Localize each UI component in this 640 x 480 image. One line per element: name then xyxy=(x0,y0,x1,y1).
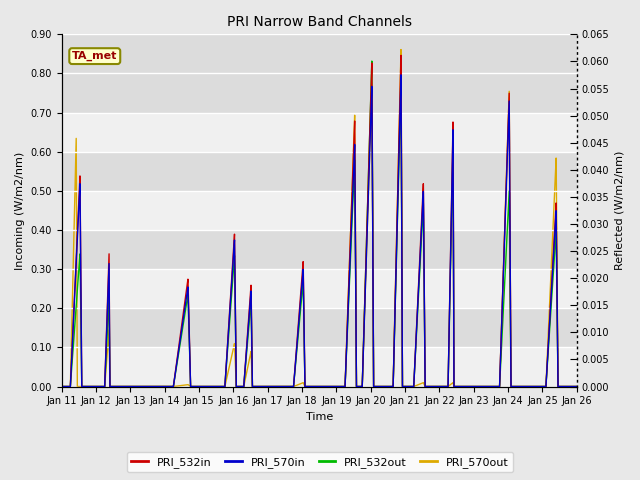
Bar xyxy=(62,152,577,191)
Title: PRI Narrow Band Channels: PRI Narrow Band Channels xyxy=(227,15,412,29)
Bar xyxy=(62,348,577,386)
Bar xyxy=(62,191,577,230)
Bar xyxy=(62,230,577,269)
Y-axis label: Incoming (W/m2/nm): Incoming (W/m2/nm) xyxy=(15,151,25,270)
Bar xyxy=(62,308,577,348)
Legend: PRI_532in, PRI_570in, PRI_532out, PRI_570out: PRI_532in, PRI_570in, PRI_532out, PRI_57… xyxy=(127,452,513,472)
Bar xyxy=(62,35,577,113)
X-axis label: Time: Time xyxy=(306,412,333,422)
Text: TA_met: TA_met xyxy=(72,51,118,61)
Bar xyxy=(62,269,577,308)
Y-axis label: Reflected (W/m2/nm): Reflected (W/m2/nm) xyxy=(615,151,625,270)
Bar xyxy=(62,113,577,152)
